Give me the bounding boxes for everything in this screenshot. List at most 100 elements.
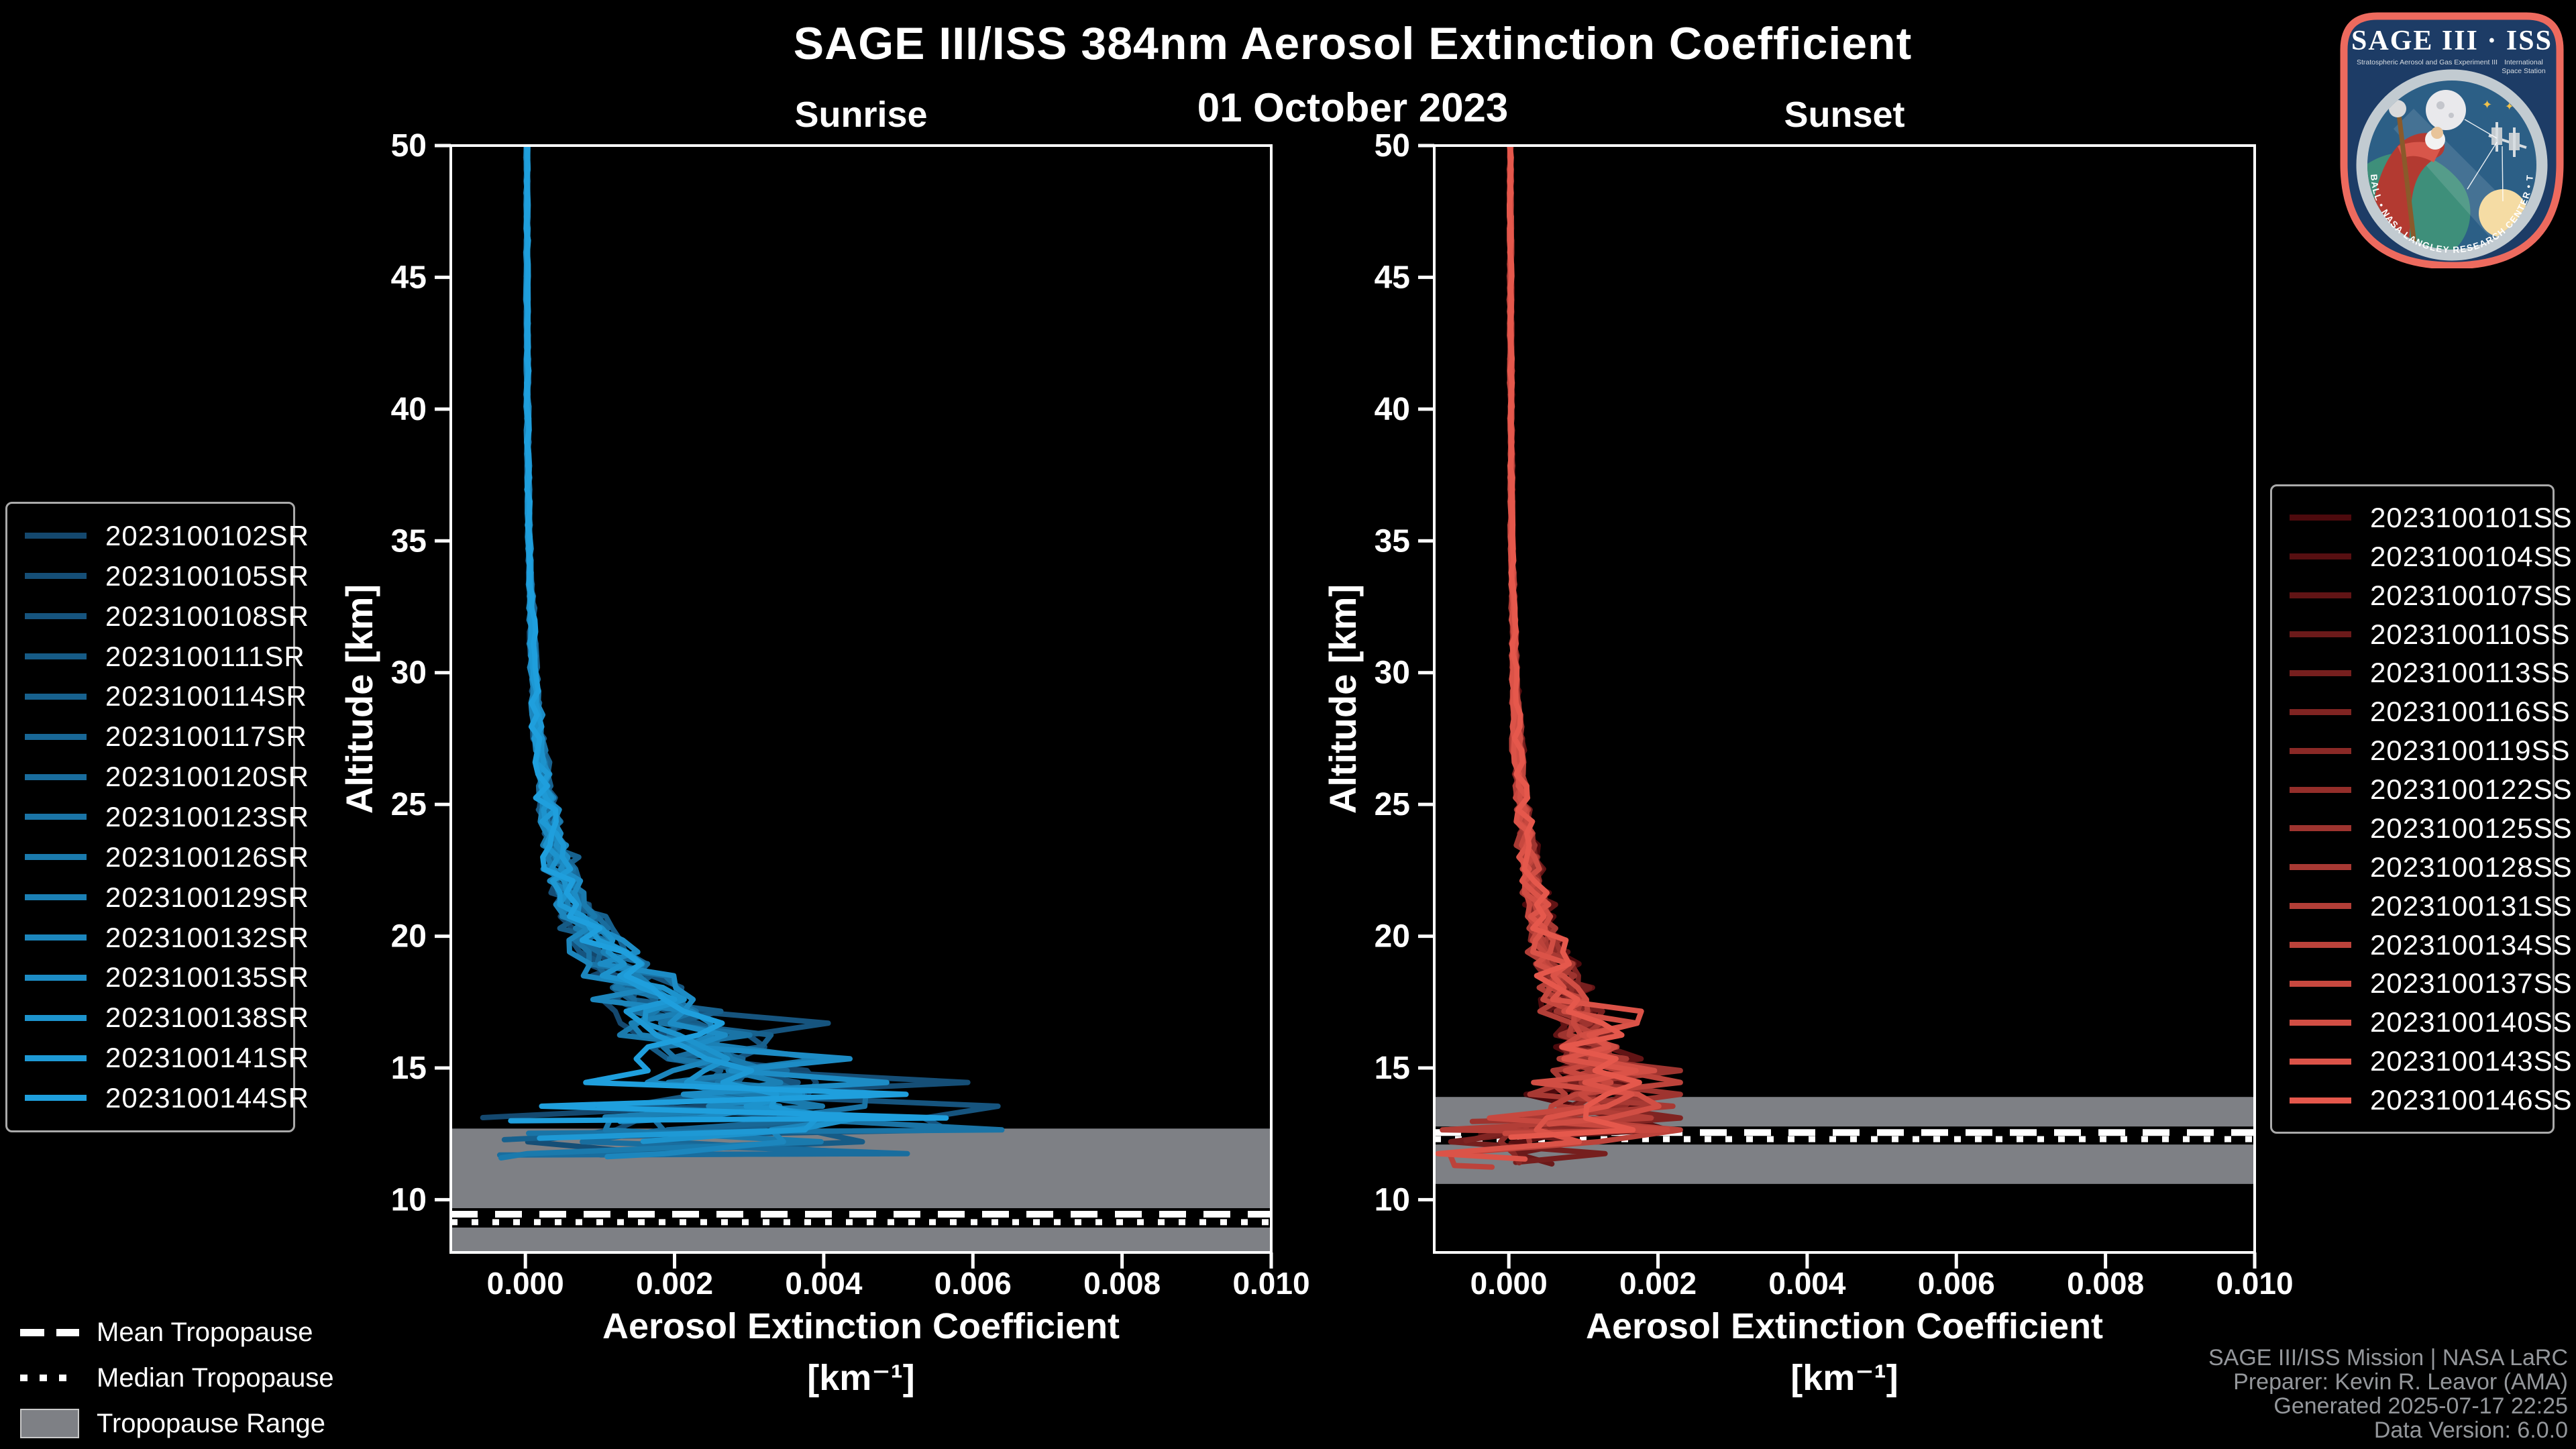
y-tick-label: 40 — [1375, 392, 1410, 427]
legend-item: 2023100104SS — [2282, 541, 2572, 573]
legend-item: 2023100140SS — [2282, 1006, 2572, 1038]
profile-line-2023100114SR — [501, 146, 881, 1142]
legend-swatch — [2290, 669, 2351, 676]
legend-swatch — [25, 693, 87, 700]
x-tick-label: 0.010 — [1232, 1266, 1309, 1301]
legend-item-label: 2023100111SR — [105, 640, 305, 672]
legend-swatch — [2290, 1019, 2351, 1026]
legend-swatch — [2290, 515, 2351, 521]
page-date: 01 October 2023 — [1197, 85, 1509, 130]
y-tick-label: 20 — [391, 919, 427, 955]
y-tick-label: 15 — [1375, 1051, 1410, 1086]
legend-item-label: 2023100120SR — [105, 761, 309, 793]
legend-item: 2023100122SS — [2282, 773, 2572, 806]
legend-item: 2023100138SR — [17, 1002, 309, 1034]
x-tick-label: 0.002 — [636, 1266, 713, 1301]
legend-item: 2023100132SR — [17, 922, 309, 954]
legend-item: 2023100131SS — [2282, 890, 2572, 922]
legend-item: 2023100123SR — [17, 801, 309, 833]
legend-item-label: 2023100143SS — [2370, 1045, 2573, 1077]
legend-item-label: 2023100128SS — [2370, 851, 2573, 883]
legend-item: 2023100107SS — [2282, 580, 2572, 612]
legend-item-label: 2023100138SR — [105, 1002, 309, 1034]
profile-line-2023100117SR — [523, 146, 883, 1158]
legend-swatch — [25, 613, 87, 620]
legend-item-label: 2023100104SS — [2370, 540, 2573, 572]
legend-swatch — [25, 974, 87, 981]
y-tick-label: 15 — [391, 1051, 427, 1086]
patch-star: ✦ — [2482, 98, 2492, 111]
x-tick-label: 0.006 — [934, 1266, 1012, 1301]
legend-swatch — [2290, 864, 2351, 871]
median-tropopause-dotted-swatch — [20, 1375, 79, 1381]
legend-item: 2023100105SR — [17, 560, 309, 592]
legend-item-label: 2023100135SR — [105, 961, 309, 994]
legend-item-label: 2023100108SR — [105, 600, 309, 632]
legend-item-label: 2023100119SS — [2370, 735, 2571, 767]
patch-sight-lines — [2464, 119, 2504, 202]
legend-swatch — [2290, 786, 2351, 793]
x-tick-label: 0.002 — [1619, 1266, 1697, 1301]
x-tick-label: 0.008 — [2067, 1266, 2144, 1301]
patch-staff-orb — [2389, 100, 2406, 117]
x-tick-label: 0.004 — [1768, 1266, 1846, 1301]
y-tick-label: 10 — [1375, 1182, 1410, 1218]
legend-item: 2023100110SS — [2282, 619, 2570, 651]
legend-swatch — [25, 854, 87, 861]
legend-item-label: 2023100102SR — [105, 519, 309, 551]
x-tick-label: 0.000 — [487, 1266, 564, 1301]
patch-subtitle-right1: International — [2504, 58, 2543, 66]
legend-swatch — [2290, 980, 2351, 987]
y-tick-label: 10 — [391, 1182, 427, 1218]
tropopause-range-swatch — [20, 1409, 79, 1438]
y-axis-label-sunrise: Altitude [km] — [338, 584, 380, 814]
legend-item-label: 2023100126SR — [105, 841, 309, 873]
legend-swatch — [2290, 553, 2351, 560]
legend-item-label: 2023100132SR — [105, 921, 309, 953]
legend-item-label: 2023100141SR — [105, 1042, 309, 1074]
legend-item: 2023100119SS — [2282, 735, 2570, 767]
x-tick-label: 0.004 — [785, 1266, 863, 1301]
legend-item: 2023100128SS — [2282, 851, 2572, 883]
tropopause-legend-row: Median Tropopause — [20, 1355, 334, 1401]
legend-swatch — [2290, 592, 2351, 599]
y-tick-label: 40 — [391, 392, 427, 427]
legend-swatch — [25, 533, 87, 539]
profile-line-2023100108SR — [523, 146, 1001, 1140]
profile-line-2023100125SS — [1469, 146, 1683, 1124]
x-tick-label: 0.000 — [1470, 1266, 1548, 1301]
legend-item: 2023100113SS — [2282, 657, 2570, 689]
median-tropopause-label: Median Tropopause — [97, 1362, 334, 1393]
legend-item: 2023100135SR — [17, 961, 309, 994]
patch-face — [2431, 127, 2443, 139]
legend-swatch — [25, 773, 87, 780]
profile-line-2023100146SS — [1507, 146, 1642, 1140]
legend-item: 2023100134SS — [2282, 929, 2572, 961]
legend-swatch — [25, 1055, 87, 1061]
x-axis-units-sunrise: [km⁻¹] — [807, 1358, 915, 1398]
x-axis-label-sunrise: Aerosol Extinction Coefficient — [602, 1306, 1120, 1346]
legend-item-label: 2023100129SR — [105, 881, 309, 913]
tropopause-legend: Mean Tropopause Median Tropopause Tropop… — [20, 1309, 334, 1446]
legend-item: 2023100125SS — [2282, 812, 2572, 845]
legend-item-label: 2023100114SR — [105, 680, 307, 712]
profile-line-2023100129SR — [523, 146, 826, 1120]
legend-swatch — [2290, 942, 2351, 949]
legend-swatch — [25, 1095, 87, 1102]
patch-subtitle-right2: Space Station — [2502, 67, 2546, 75]
legend-item: 2023100146SS — [2282, 1084, 2572, 1116]
patch-moon-crater — [2436, 101, 2445, 109]
credits-mission: SAGE III/ISS Mission | NASA LaRC — [2208, 1345, 2568, 1371]
y-tick-label: 30 — [1375, 655, 1410, 691]
legend-item-label: 2023100144SR — [105, 1081, 309, 1114]
patch-moon-crater — [2449, 113, 2454, 118]
credits-block: SAGE III/ISS Mission | NASA LaRC Prepare… — [2208, 1346, 2568, 1442]
patch-moon — [2426, 90, 2466, 130]
y-tick-label: 20 — [1375, 919, 1410, 955]
patch-staff — [2396, 113, 2418, 250]
legend-swatch — [2290, 1097, 2351, 1104]
legend-item-label: 2023100140SS — [2370, 1006, 2573, 1038]
legend-swatch — [25, 733, 87, 740]
